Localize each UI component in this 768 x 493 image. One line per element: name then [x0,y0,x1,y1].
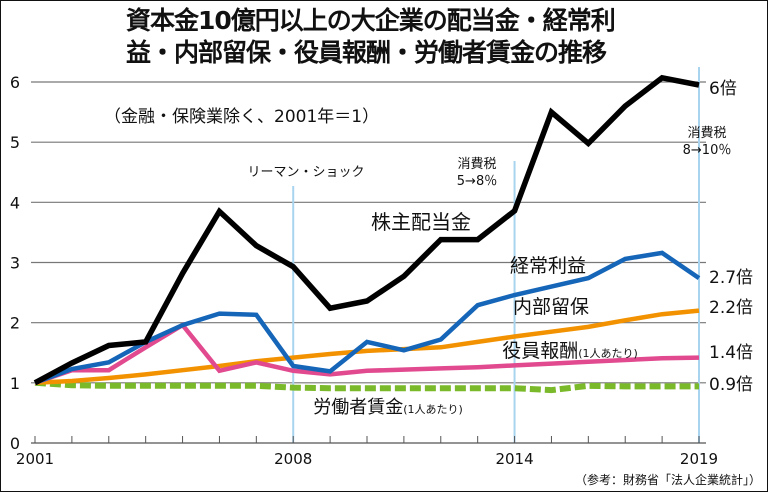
series-lines [33,74,701,394]
y-tick-label: 2 [10,314,20,333]
y-tick-label: 6 [10,73,20,92]
source-note: （参考：財務省「法人企業統計」） [575,472,761,487]
y-tick-label: 0 [10,434,20,453]
y-tick-label: 5 [10,133,20,152]
series-line-3 [34,322,700,385]
x-axis: 2001 2008 2014 2019 [16,436,718,468]
series-end-label: 2.2倍 [709,298,753,318]
event-annotation: 消費税 [457,157,496,172]
event-annotation: 5→8％ [457,174,497,189]
series-end-label: 0.9倍 [709,375,753,395]
x-tick-label: 2019 [680,450,718,468]
series-label: 株主配当金 [371,210,471,234]
event-annotation: リーマン・ショック [247,165,364,180]
event-annotation: 消費税 [687,126,726,141]
event-annotation: 8→10％ [683,143,732,158]
x-tick-label: 2014 [495,450,533,468]
series-end-label: 1.4倍 [709,343,753,363]
series-label: 内部留保 [513,296,589,318]
event-annotations: リーマン・ショック 消費税 5→8％ 消費税 8→10％ [247,126,731,189]
series-line-4 [34,379,699,394]
chart-subtitle: （金融・保険業除く、2001年＝1） [104,107,379,127]
series-line-0 [33,74,700,386]
x-tick-label: 2008 [274,450,312,468]
y-tick-label: 3 [10,254,20,273]
series-label: 経常利益 [510,255,586,277]
series-end-label: 6倍 [709,79,737,99]
series-label: 役員報酬(1人あたり) [502,340,638,362]
y-tick-label: 1 [10,374,20,393]
y-tick-label: 4 [10,193,20,212]
chart-title: 資本金10億円以上の大企業の配当金・経常利益・内部留保・役員報酬・労働者賃金の推… [126,6,616,67]
series-line-2 [34,308,700,386]
series-end-label: 2.7倍 [709,268,753,288]
y-axis-ticks: 0 1 2 3 4 5 6 [10,73,20,453]
series-label: 労働者賃金(1人あたり) [313,397,463,418]
x-tick-label: 2001 [16,450,54,468]
